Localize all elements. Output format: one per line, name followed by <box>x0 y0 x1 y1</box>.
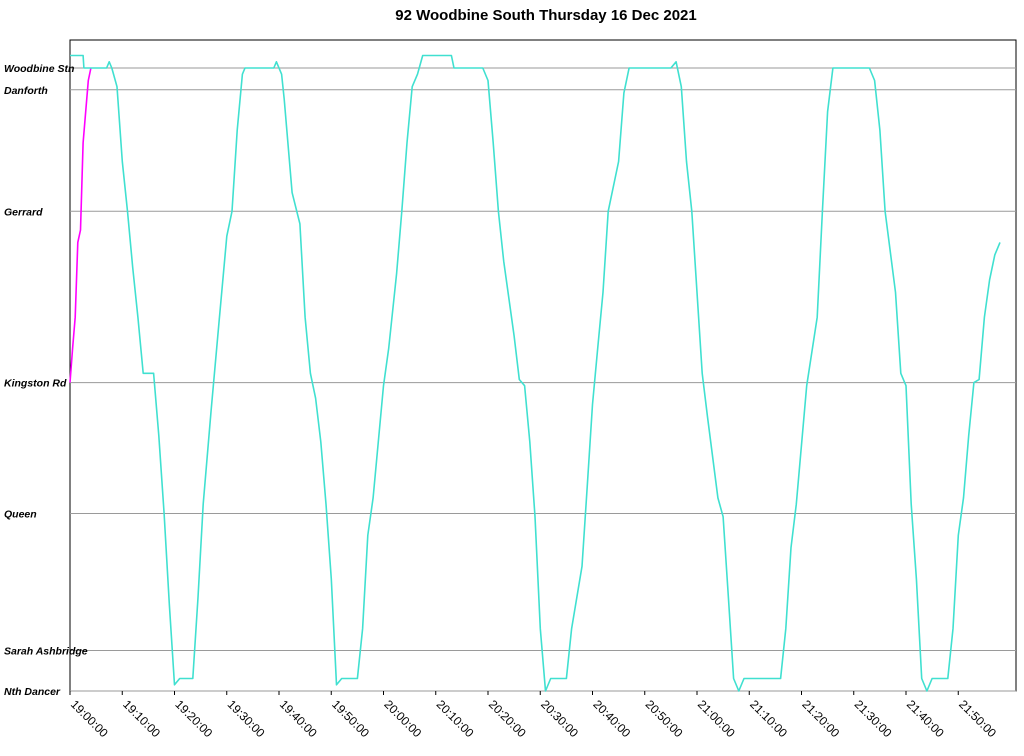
x-tick-label: 19:10:00 <box>120 697 163 740</box>
x-tick-label: 20:30:00 <box>538 697 581 740</box>
x-axis-ticks: 19:00:00 19:10:00 19:20:00 19:30:00 19:40:00… <box>68 691 999 740</box>
stop-label: Danforth <box>4 85 48 97</box>
stop-labels: Woodbine Stn Danforth Gerrard Kingston Rd Qu… <box>4 63 88 698</box>
x-tick-label: 20:50:00 <box>643 697 686 740</box>
series-lines <box>69 54 1001 692</box>
stop-label: Woodbine Stn <box>4 63 74 75</box>
x-tick-label: 19:20:00 <box>172 697 215 740</box>
stop-label: Nth Dancer <box>4 686 61 698</box>
stop-label: Kingston Rd <box>4 378 67 390</box>
x-tick-label: 20:00:00 <box>381 697 424 740</box>
x-tick-label: 21:50:00 <box>956 697 999 740</box>
x-tick-label: 19:30:00 <box>225 697 268 740</box>
x-tick-label: 21:10:00 <box>747 697 790 740</box>
stop-label: Gerrard <box>4 206 43 218</box>
x-tick-label: 19:00:00 <box>68 697 111 740</box>
x-tick-label: 19:50:00 <box>329 697 372 740</box>
plot-area-frame <box>69 39 1017 692</box>
x-tick-label: 21:40:00 <box>904 697 947 740</box>
series-line-1 <box>69 67 92 383</box>
x-tick-label: 19:40:00 <box>277 697 320 740</box>
x-tick-label: 20:10:00 <box>434 697 477 740</box>
series-line-2 <box>70 54 1001 692</box>
gridlines <box>70 67 1016 692</box>
x-tick-label: 21:00:00 <box>695 697 738 740</box>
x-tick-label: 21:30:00 <box>852 697 895 740</box>
x-tick-label: 20:40:00 <box>590 697 633 740</box>
x-tick-label: 20:20:00 <box>486 697 529 740</box>
chart-title: 92 Woodbine South Thursday 16 Dec 2021 <box>395 7 697 24</box>
stop-label: Sarah Ashbridge <box>4 646 88 658</box>
x-tick-label: 21:20:00 <box>799 697 842 740</box>
stop-label: Queen <box>4 508 37 520</box>
